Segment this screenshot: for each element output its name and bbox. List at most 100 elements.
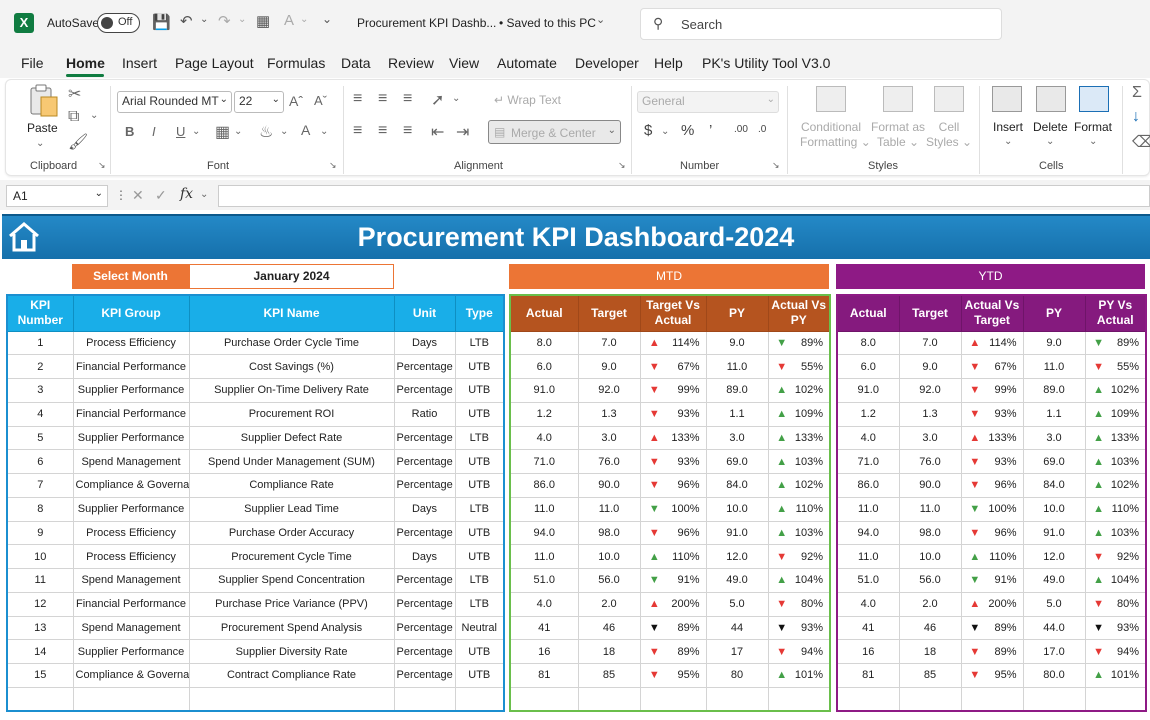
cell[interactable]: 6.0 (836, 354, 900, 379)
cell[interactable]: ▲ 104% (767, 568, 831, 593)
cell[interactable]: Supplier Defect Rate (188, 425, 395, 451)
cell[interactable] (767, 686, 831, 712)
tab-home[interactable]: Home (66, 55, 105, 71)
cell[interactable]: Supplier Performance (72, 378, 190, 403)
formula-input[interactable] (218, 185, 1150, 207)
copy-icon[interactable]: ⧉ (68, 108, 80, 125)
search-box[interactable]: ⚲ Search (640, 8, 1002, 40)
increase-decimal-icon[interactable]: .00 (734, 124, 748, 135)
cell[interactable]: ▲ 110% (960, 544, 1024, 569)
cell[interactable]: Procurement Cycle Time (188, 544, 395, 569)
tab-insert[interactable]: Insert (122, 55, 158, 71)
cell[interactable]: 8.0 (509, 330, 579, 356)
cell[interactable]: 12 (6, 591, 74, 617)
cell[interactable]: Purchase Order Accuracy (188, 520, 395, 546)
cell[interactable]: 3.0 (898, 425, 962, 451)
cell[interactable]: Cost Savings (%) (188, 354, 395, 379)
tab-review[interactable]: Review (388, 55, 434, 71)
saved-status[interactable]: • Saved to this PC (499, 16, 596, 30)
tab-view[interactable]: View (449, 55, 480, 71)
clipboard-launcher-icon[interactable]: ↘ (98, 160, 106, 170)
cell[interactable]: 2.0 (577, 591, 641, 617)
cell[interactable]: 9.0 (705, 330, 769, 356)
cell[interactable]: Percentage (393, 568, 456, 593)
cell[interactable]: 1.2 (509, 401, 579, 427)
cell[interactable]: LTB (454, 591, 505, 617)
cell[interactable]: 3.0 (577, 425, 641, 451)
cell[interactable]: Neutral (454, 615, 505, 641)
decrease-indent-icon[interactable]: ⇤ (431, 124, 445, 141)
undo-icon[interactable]: ↶ (180, 13, 193, 30)
clear-icon[interactable]: ⌫ (1132, 134, 1150, 151)
cell[interactable]: Percentage (393, 639, 456, 664)
tab-formulas[interactable]: Formulas (267, 55, 326, 71)
cell[interactable]: 80.0 (1022, 663, 1086, 688)
cell[interactable]: 56.0 (898, 568, 962, 593)
cell[interactable]: Process Efficiency (72, 330, 190, 356)
cell[interactable]: 76.0 (898, 449, 962, 474)
cell[interactable]: Spend Under Management (SUM) (188, 449, 395, 474)
cell[interactable]: ▼ 89% (1084, 330, 1147, 356)
cell[interactable]: Percentage (393, 378, 456, 403)
cell[interactable]: 9.0 (577, 354, 641, 379)
cell[interactable]: ▼ 55% (1084, 354, 1147, 379)
font-name-select[interactable]: Arial Rounded MT ⌄ (117, 91, 232, 113)
cell[interactable]: ▲ 103% (1084, 449, 1147, 474)
cell[interactable]: 6 (6, 449, 74, 474)
delete-cells-button[interactable]: Delete (1033, 120, 1068, 134)
cell[interactable]: ▼ 89% (639, 639, 707, 664)
cell[interactable]: ▼ 92% (1084, 544, 1147, 569)
cell[interactable]: Purchase Price Variance (PPV) (188, 591, 395, 617)
cell[interactable]: 5.0 (1022, 591, 1086, 617)
comma-icon[interactable]: ’ (709, 122, 713, 139)
cell[interactable]: 81 (836, 663, 900, 688)
cell[interactable]: ▼ 67% (639, 354, 707, 379)
formula-dropdown-icon[interactable]: ⌄ (200, 189, 209, 200)
decrease-font-icon[interactable]: Aˇ (314, 93, 327, 108)
cell[interactable]: ▼ 89% (639, 615, 707, 641)
cell[interactable] (577, 686, 641, 712)
cell[interactable]: 41 (836, 615, 900, 641)
cell[interactable]: ▲ 133% (960, 425, 1024, 451)
cell[interactable]: Spend Management (72, 568, 190, 593)
cell[interactable]: Financial Performance (72, 354, 190, 379)
cell[interactable]: UTB (454, 473, 505, 498)
cell[interactable]: Supplier Performance (72, 639, 190, 664)
cell[interactable]: 5.0 (705, 591, 769, 617)
cell[interactable]: ▲ 102% (767, 378, 831, 403)
cell[interactable]: Percentage (393, 591, 456, 617)
cell[interactable]: 80 (705, 663, 769, 688)
cell[interactable]: 85 (898, 663, 962, 688)
cell[interactable] (188, 686, 395, 712)
cell[interactable]: 4.0 (509, 591, 579, 617)
cell[interactable]: 4.0 (836, 425, 900, 451)
cell[interactable]: 81 (509, 663, 579, 688)
cell[interactable]: 2 (6, 354, 74, 379)
cell[interactable] (509, 686, 579, 712)
cell[interactable]: Supplier Spend Concentration (188, 568, 395, 593)
name-box[interactable]: A1 ⌄ (6, 185, 108, 207)
cell[interactable] (898, 686, 962, 712)
cell[interactable]: 44.0 (1022, 615, 1086, 641)
cut-icon[interactable]: ✂ (68, 86, 82, 103)
cell[interactable]: Process Efficiency (72, 544, 190, 569)
cell[interactable]: 1.3 (898, 401, 962, 427)
tab-page-layout[interactable]: Page Layout (175, 55, 254, 71)
borders-dropdown-icon[interactable]: ⌄ (234, 126, 243, 137)
cell[interactable]: 98.0 (577, 520, 641, 546)
cell[interactable]: ▲ 133% (1084, 425, 1147, 451)
cell[interactable]: 11 (6, 568, 74, 593)
cell[interactable]: ▼ 96% (639, 473, 707, 498)
cell[interactable]: 89.0 (1022, 378, 1086, 403)
font-color-ribbon-icon[interactable]: A (301, 122, 311, 138)
cell[interactable]: 94.0 (509, 520, 579, 546)
increase-indent-icon[interactable]: ⇥ (456, 124, 470, 141)
cell[interactable]: ▼ 55% (767, 354, 831, 379)
cell[interactable]: UTB (454, 663, 505, 688)
cell[interactable]: ▲ 110% (1084, 496, 1147, 522)
cell[interactable] (1084, 686, 1147, 712)
cell[interactable]: 11.0 (898, 496, 962, 522)
format-cells-icon[interactable] (1079, 86, 1109, 112)
align-middle-icon[interactable]: ≡ (378, 90, 388, 107)
cell[interactable]: 56.0 (577, 568, 641, 593)
